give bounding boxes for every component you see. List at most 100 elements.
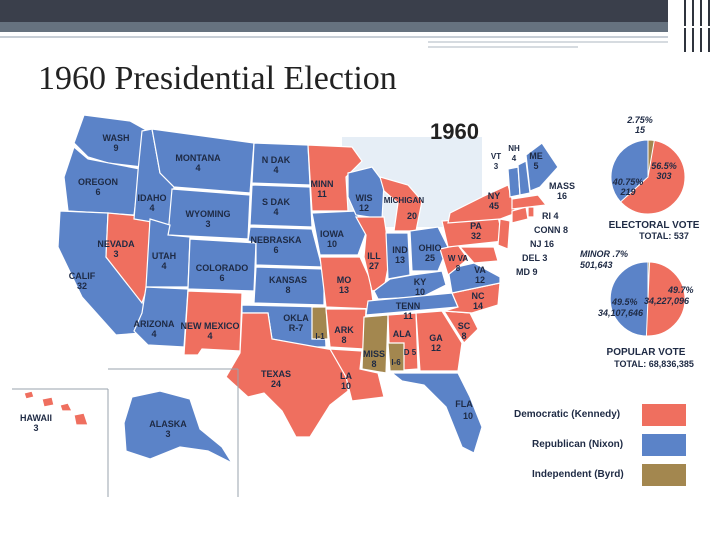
- votes-ga: 12: [431, 343, 441, 353]
- label-michigan: MICHIGAN: [384, 196, 425, 205]
- state-nebraska: [247, 226, 323, 268]
- label-mo: MO: [337, 275, 352, 285]
- state-nj: [497, 218, 511, 250]
- label-vt: VT: [491, 152, 501, 161]
- label-ind: IND: [392, 245, 408, 255]
- state-fla: [390, 372, 483, 454]
- label-okla: OKLA: [283, 313, 309, 323]
- label-del: DEL 3: [522, 253, 547, 263]
- state-mo: [319, 256, 375, 310]
- votes-texas: 24: [271, 379, 281, 389]
- votes-la: 10: [341, 381, 351, 391]
- votes-ind: 13: [395, 255, 405, 265]
- legend: Democratic (Kennedy) Republican (Nixon) …: [514, 404, 686, 486]
- votes-nh: 4: [512, 154, 517, 163]
- votes-ky: 10: [415, 287, 425, 297]
- state-miss: [361, 314, 389, 374]
- slide-rule-shorter: [428, 46, 578, 48]
- state-la: [328, 348, 385, 402]
- label-nebraska: NEBRASKA: [250, 235, 302, 245]
- votes-mo: 13: [339, 285, 349, 295]
- label-calif: CALIF: [69, 271, 96, 281]
- label-ala-i: I-6: [391, 358, 401, 367]
- label-mass: MASS: [549, 181, 575, 191]
- state-new-mexico: [183, 290, 243, 356]
- votes-fla: 10: [463, 411, 473, 421]
- label-ri: RI 4: [542, 211, 559, 221]
- label-idaho: IDAHO: [138, 193, 167, 203]
- votes-va: 12: [475, 275, 485, 285]
- votes-wash: 9: [113, 143, 118, 153]
- popular-vote-label: POPULAR VOTE: [607, 347, 686, 358]
- label-fla: FLA: [455, 399, 473, 409]
- label-ny: NY: [488, 191, 501, 201]
- state-kansas: [253, 266, 325, 306]
- label-wyoming: WYOMING: [186, 209, 231, 219]
- label-arizona: ARIZONA: [134, 319, 175, 329]
- popular-dem-votes: 34,227,096: [644, 296, 690, 306]
- label-me: ME: [529, 151, 543, 161]
- label-nh: NH: [508, 144, 520, 153]
- state-md: [458, 246, 499, 264]
- votes-nevada: 3: [113, 249, 118, 259]
- label-la: LA: [340, 371, 352, 381]
- votes-w-va: 8: [456, 264, 461, 273]
- election-map: 1960 WASH 9 OREGON 6 CALIF 32 IDAHO 4 NE…: [12, 107, 708, 497]
- votes-utah: 4: [161, 261, 166, 271]
- label-texas: TEXAS: [261, 369, 291, 379]
- legend-swatch-independent: [642, 464, 686, 486]
- label-new-mexico: NEW MEXICO: [180, 321, 239, 331]
- votes-idaho: 4: [149, 203, 154, 213]
- state-michigan: [379, 176, 423, 232]
- votes-alaska: 3: [165, 429, 170, 439]
- label-utah: UTAH: [152, 251, 176, 261]
- electoral-minor-votes: 15: [635, 125, 646, 135]
- popular-vote-pie: MINOR .7% 501,643 49.7% 34,227,096 49.5%…: [580, 249, 694, 369]
- legend-label-democratic: Democratic (Kennedy): [514, 409, 620, 420]
- slide-top-band: [0, 22, 720, 32]
- electoral-dem-pct: 56.5%: [651, 161, 677, 171]
- label-ala-d: D 5: [404, 348, 417, 357]
- label-ohio: OHIO: [418, 243, 441, 253]
- votes-michigan: 20: [407, 211, 417, 221]
- label-nj: NJ 16: [530, 239, 554, 249]
- map-heading: 1960: [430, 119, 479, 144]
- state-texas: [225, 312, 349, 438]
- state-wash: [73, 114, 149, 168]
- state-hawaii-2: [41, 396, 55, 408]
- label-nevada: NEVADA: [97, 239, 135, 249]
- label-hawaii: HAWAII: [20, 413, 52, 423]
- label-kansas: KANSAS: [269, 275, 307, 285]
- label-nc: NC: [472, 291, 485, 301]
- votes-iowa: 10: [327, 239, 337, 249]
- label-va: VA: [474, 265, 486, 275]
- votes-minn: 11: [317, 189, 327, 199]
- slide-top-bar: [0, 0, 720, 22]
- state-ri: [527, 206, 535, 218]
- votes-wis: 12: [359, 203, 369, 213]
- state-okla-byrd: [311, 306, 329, 340]
- legend-label-independent: Independent (Byrd): [532, 469, 624, 480]
- label-n-dak: N DAK: [262, 155, 291, 165]
- label-ga: GA: [429, 333, 443, 343]
- legend-swatch-democratic: [642, 404, 686, 426]
- label-conn: CONN 8: [534, 225, 568, 235]
- electoral-minor-pct: 2.75%: [626, 115, 653, 125]
- electoral-rep-votes: 219: [619, 187, 635, 197]
- votes-okla: R-7: [289, 323, 304, 333]
- state-iowa: [311, 210, 367, 256]
- label-md: MD 9: [516, 267, 538, 277]
- votes-n-dak: 4: [273, 165, 278, 175]
- election-map-svg: 1960 WASH 9 OREGON 6 CALIF 32 IDAHO 4 NE…: [12, 107, 708, 497]
- state-ky: [373, 270, 447, 300]
- electoral-rep-slice: [610, 139, 649, 203]
- votes-vt: 3: [494, 162, 499, 171]
- votes-wyoming: 3: [205, 219, 210, 229]
- votes-calif: 32: [77, 281, 87, 291]
- votes-nebraska: 6: [273, 245, 278, 255]
- legend-swatch-republican: [642, 434, 686, 456]
- state-ga: [415, 310, 463, 372]
- votes-arizona: 4: [151, 329, 156, 339]
- label-alaska: ALASKA: [149, 419, 187, 429]
- label-ky: KY: [414, 277, 427, 287]
